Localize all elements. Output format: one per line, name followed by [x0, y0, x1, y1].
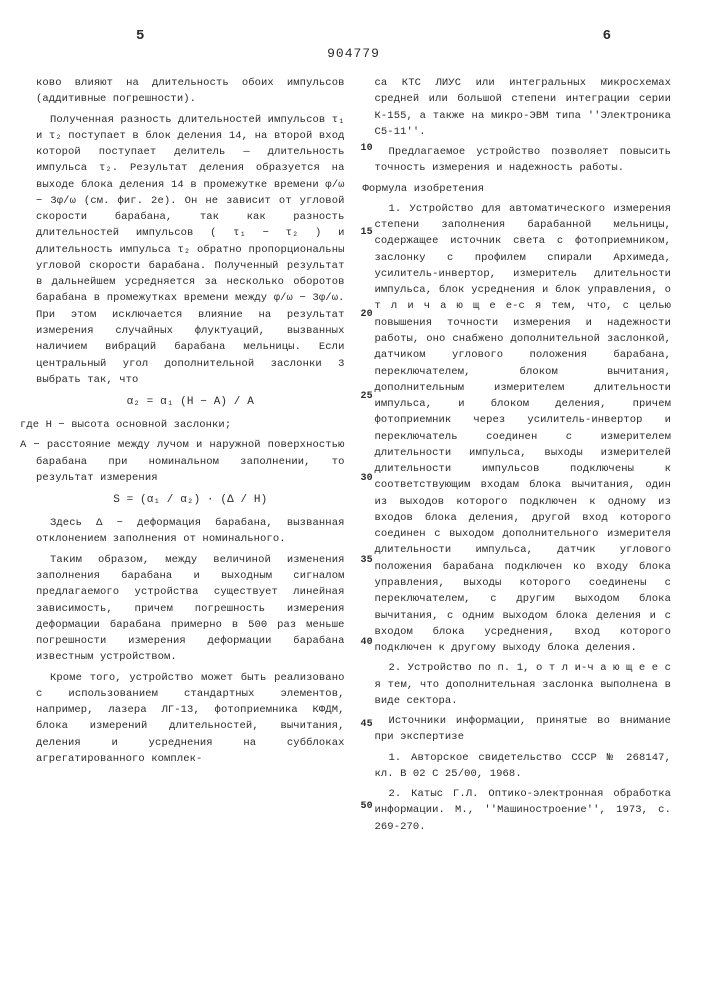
source-reference: 1. Авторское свидетельство СССР № 268147…	[363, 750, 672, 783]
line-marker: 35	[361, 553, 373, 569]
line-marker: 40	[361, 635, 373, 651]
line-marker: 45	[361, 717, 373, 733]
line-marker: 25	[361, 389, 373, 405]
paragraph: са КТС ЛИУС или интегральных микросхемах…	[363, 75, 672, 140]
line-marker: 10	[361, 141, 373, 157]
paragraph: Предлагаемое устройство позволяет повыси…	[363, 144, 672, 177]
line-marker: 15	[361, 225, 373, 241]
line-marker: 30	[361, 471, 373, 487]
paragraph: Здесь Δ − деформация барабана, вызванная…	[36, 515, 345, 548]
paragraph: ково влияют на длительность обоих импуль…	[36, 75, 345, 108]
line-marker: 50	[361, 799, 373, 815]
sources-title: Источники информации, принятые во вниман…	[363, 713, 672, 746]
formula: α₂ = α₁ (H − A) / A	[36, 394, 345, 411]
paragraph: Полученная разность длительностей импуль…	[36, 112, 345, 389]
page-number-left: 5	[136, 28, 144, 44]
page: 5 6 904779 ково влияют на длительность о…	[0, 0, 707, 1000]
paragraph: Таким образом, между величиной изменения…	[36, 552, 345, 666]
definition: A − расстояние между лучом и наружной по…	[36, 437, 345, 486]
right-column: 10 15 20 25 30 35 40 45 50 са КТС ЛИУС и…	[363, 75, 672, 839]
source-reference: 2. Катыс Г.Л. Оптико-электронная обработ…	[363, 786, 672, 835]
paragraph: Кроме того, устройство может быть реализ…	[36, 670, 345, 768]
formula: S = (α₁ / α₂) · (Δ / H)	[36, 492, 345, 509]
claim: 2. Устройство по п. 1, о т л и-ч а ю щ е…	[363, 660, 672, 709]
document-number: 904779	[36, 46, 671, 61]
claim: 1. Устройство для автоматического измере…	[363, 201, 672, 656]
left-column: ково влияют на длительность обоих импуль…	[36, 75, 345, 839]
line-marker: 20	[361, 307, 373, 323]
page-number-right: 6	[603, 28, 611, 44]
two-column-body: ково влияют на длительность обоих импуль…	[36, 75, 671, 839]
claims-title: Формула изобретения	[363, 181, 672, 197]
page-header: 5 6	[36, 28, 671, 44]
definition: где H − высота основной заслонки;	[36, 417, 345, 433]
